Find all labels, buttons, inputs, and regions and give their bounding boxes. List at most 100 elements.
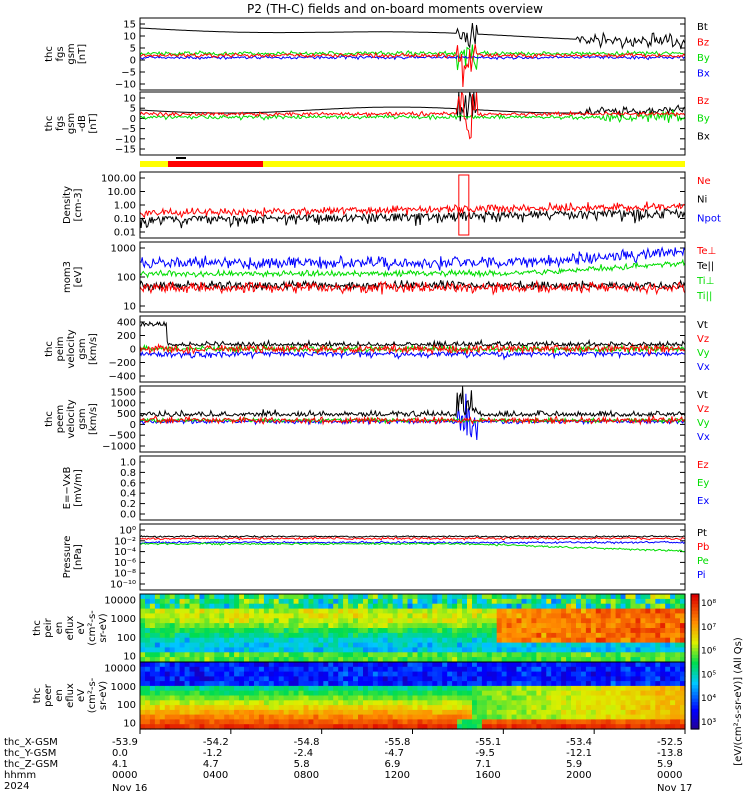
spectrogram-cell: [600, 608, 607, 615]
spectrogram-cell: [467, 676, 473, 682]
spectrogram-cell: [268, 705, 275, 711]
spectrogram-cell: [214, 676, 220, 682]
spectrogram-cell: [229, 719, 235, 725]
spectrogram-cell: [159, 594, 166, 600]
spectrogram-cell: [551, 695, 557, 701]
spectrogram-cell: [625, 608, 632, 615]
spectrogram-cell: [278, 594, 285, 600]
spectrogram-cell: [224, 618, 230, 624]
spectrogram-cell: [556, 657, 562, 663]
spectrogram-cell: [531, 657, 537, 663]
y-axis-label: eV: [76, 689, 87, 702]
spectrogram-cell: [650, 719, 656, 725]
spectrogram-cell: [595, 637, 602, 644]
spectrogram-cell: [184, 613, 191, 619]
spectrogram-cell: [278, 618, 285, 624]
spectrogram-cell: [338, 623, 344, 629]
spectrogram-cell: [154, 632, 161, 639]
spectrogram-cell: [367, 657, 374, 663]
spectrogram-cell: [531, 724, 537, 730]
spectrogram-cell: [675, 628, 681, 634]
spectrogram-cell: [675, 714, 681, 720]
spectrogram-cell: [551, 618, 557, 624]
spectrogram-cell: [536, 623, 542, 629]
spectrogram-cell: [467, 700, 473, 706]
spectrogram-cell: [501, 676, 508, 682]
spectrogram-cell: [645, 598, 651, 605]
spectrogram-cell: [318, 657, 324, 663]
spectrogram-cell: [194, 652, 201, 658]
spectrogram-cell: [452, 676, 458, 682]
spectrogram-cell: [318, 647, 324, 653]
spectrogram-cell: [239, 709, 245, 716]
spectrogram-cell: [521, 642, 528, 649]
spectrogram-cell: [610, 613, 617, 619]
spectrogram-cell: [229, 685, 235, 692]
mode-status-bar: [140, 157, 685, 167]
spectrogram-cell: [590, 623, 597, 629]
spectrogram-cell: [244, 632, 250, 639]
spectrogram-cell: [358, 724, 364, 730]
spectrogram-cell: [204, 685, 210, 692]
spectrogram-cell: [234, 724, 240, 730]
spectrogram-cell: [254, 671, 260, 677]
spectrogram-cell: [590, 637, 597, 644]
spectrogram-cell: [263, 709, 270, 716]
spectrogram-cell: [561, 613, 567, 619]
spectrogram-cell: [595, 700, 602, 706]
spectrogram-cell: [407, 719, 414, 725]
spectrogram-cell: [442, 676, 448, 682]
legend-entry: Pb: [697, 542, 709, 553]
spectrogram-cell: [313, 613, 319, 619]
spectrogram-cell: [625, 705, 632, 711]
y-tick-label: 0: [130, 420, 136, 431]
spectrogram-cell: [640, 657, 646, 663]
spectrogram-cell: [605, 685, 612, 692]
spectrogram-cell: [645, 613, 651, 619]
colorbar-step: [691, 648, 699, 652]
spectrogram-cell: [481, 657, 488, 663]
spectrogram-cell: [635, 603, 642, 610]
y-axis-label: eflux: [65, 616, 76, 641]
spectrogram-cell: [590, 598, 597, 605]
spectrogram-cell: [625, 690, 632, 697]
spectrogram-cell: [486, 690, 493, 697]
spectrogram-cell: [675, 603, 681, 610]
spectrogram-cell: [278, 705, 285, 711]
spectrogram-cell: [348, 671, 354, 677]
spectrogram-cell: [452, 681, 458, 687]
spectrogram-cell: [149, 608, 156, 615]
spectrogram-cell: [194, 594, 201, 600]
spectrogram-cell: [258, 657, 265, 663]
x-axis-table: thc_X-GSMthc_Y-GSMthc_Z-GSMhhmm2024-53.9…: [4, 729, 692, 794]
spectrogram-cell: [635, 623, 642, 629]
spectrogram-cell: [343, 642, 349, 649]
spectrogram-cell: [521, 662, 528, 668]
spectrogram-cell: [159, 719, 166, 725]
spectrogram-cell: [382, 705, 389, 711]
spectrogram-cell: [561, 594, 567, 600]
spectrogram-cell: [194, 628, 201, 634]
spectrogram-cell: [600, 647, 607, 653]
spectrogram-cell: [481, 652, 488, 658]
spectrogram-cell: [462, 714, 468, 720]
spectrogram-cell: [333, 632, 339, 639]
spectrogram-cell: [422, 676, 428, 682]
spectrogram-cell: [273, 652, 280, 658]
spectrogram-cell: [531, 642, 537, 649]
spectrogram-cell: [348, 647, 354, 653]
spectrogram-cell: [358, 700, 364, 706]
spectrogram-cell: [343, 676, 349, 682]
spectrogram-cell: [655, 603, 661, 610]
spectrogram-cell: [323, 714, 329, 720]
spectrogram-cell: [209, 681, 215, 687]
spectrogram-cell: [382, 719, 389, 725]
spectrogram-cell: [298, 657, 305, 663]
spectrogram-cell: [397, 603, 404, 610]
spectrogram-cell: [323, 724, 329, 730]
spectrogram-cell: [140, 652, 146, 658]
spectrogram-cell: [377, 709, 384, 716]
spectrogram-cell: [140, 709, 146, 716]
spectrogram-cell: [650, 676, 656, 682]
spectrogram-cell: [377, 618, 384, 624]
